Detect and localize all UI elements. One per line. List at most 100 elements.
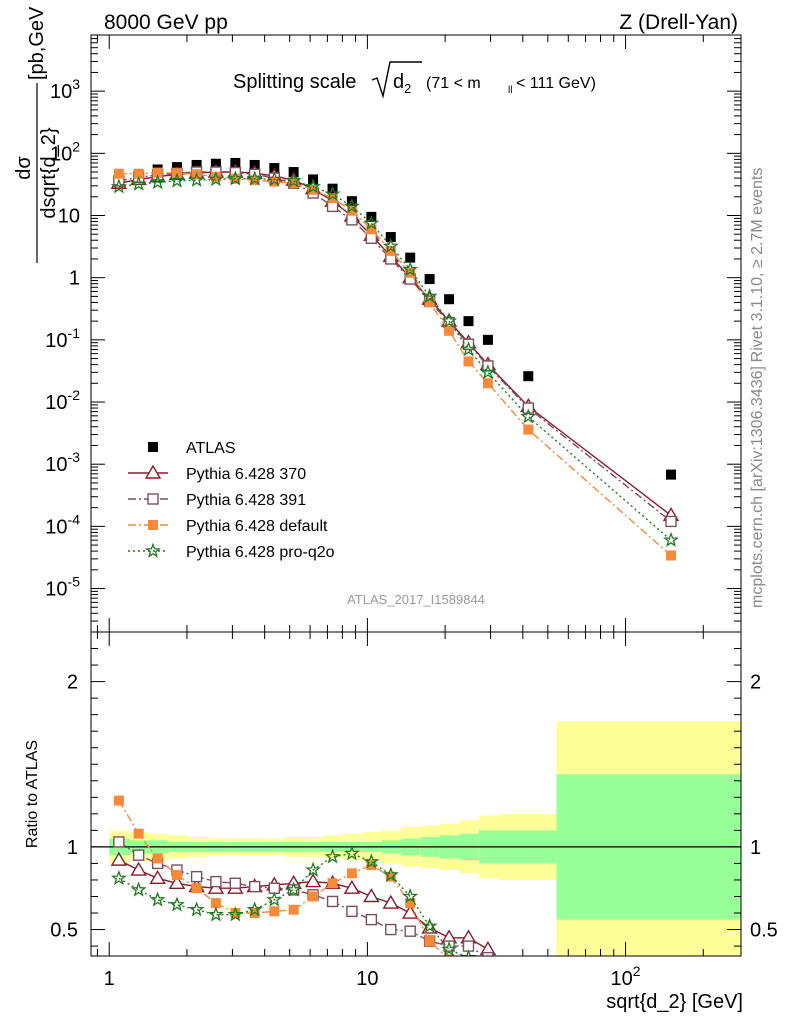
- data-point: [402, 261, 419, 277]
- ratio-y-axis-label: Ratio to ATLAS: [24, 740, 41, 848]
- ratio-data-point: [110, 869, 127, 886]
- ratio-data-point: [460, 949, 477, 956]
- data-point: [366, 224, 377, 235]
- rivet-version-label: Rivet 3.1.10, ≥ 2.7M events: [749, 168, 766, 363]
- series-line: [118, 171, 672, 516]
- data-point: [424, 297, 435, 308]
- x-tick-label: 10: [356, 968, 378, 990]
- y-tick-label: 10-2: [45, 387, 80, 414]
- data-point: [482, 334, 493, 345]
- data-point: [343, 198, 360, 214]
- title-range-sub: ll: [508, 85, 512, 96]
- legend-marker: [144, 464, 162, 479]
- ratio-data-point: [487, 955, 488, 956]
- series-line: [118, 171, 672, 557]
- legend-label: ATLAS: [186, 440, 236, 457]
- ratio-data-point: [363, 853, 380, 869]
- ratio-y-tick-label: 0.5: [50, 920, 78, 942]
- data-point: [385, 245, 396, 256]
- x-tick-label: 102: [611, 963, 641, 990]
- ratio-data-point: [149, 869, 166, 885]
- data-point: [482, 378, 493, 389]
- ratio-data-point: [444, 954, 455, 956]
- ratio-data-point: [343, 879, 361, 894]
- ratio-data-point: [482, 951, 494, 956]
- data-point: [441, 312, 458, 328]
- data-point: [463, 356, 474, 367]
- legend-marker: [148, 520, 158, 530]
- legend-label: Pythia 6.428 default: [186, 518, 328, 535]
- ratio-data-point: [288, 904, 299, 915]
- y-tick-label: 10-5: [45, 574, 80, 601]
- ratio-data-point: [227, 906, 244, 922]
- ratio-data-point: [382, 866, 399, 882]
- y-tick-label: 103: [50, 76, 80, 103]
- ratio-data-point: [285, 881, 302, 897]
- analysis-id: ATLAS_2017_I1589844: [347, 592, 485, 607]
- data-point: [479, 364, 496, 380]
- ratio-data-point: [405, 898, 416, 909]
- sqrt-symbol: [371, 61, 422, 99]
- data-point: [444, 325, 455, 336]
- ratio-data-point: [443, 940, 455, 952]
- ratio-data-point: [149, 891, 166, 907]
- ratio-data-point: [305, 861, 321, 877]
- main-panel-series: [110, 157, 680, 561]
- y-tick-label: 10-3: [45, 449, 80, 476]
- y-tick-label: 102: [50, 138, 80, 165]
- process-label: Z (Drell-Yan): [619, 11, 738, 34]
- data-point: [463, 316, 474, 327]
- ratio-data-point: [152, 853, 163, 864]
- data-point: [665, 515, 677, 528]
- data-point: [110, 178, 127, 194]
- ratio-data-point: [365, 913, 378, 926]
- y-tick-label: 10: [58, 205, 80, 227]
- data-point: [152, 167, 163, 178]
- data-point: [210, 171, 221, 182]
- ratio-data-point: [169, 896, 186, 912]
- ratio-data-point: [483, 974, 493, 984]
- ratio-data-point: [210, 875, 222, 888]
- data-point: [520, 408, 537, 424]
- data-point: [382, 237, 399, 253]
- y-tick-label: 10-4: [45, 511, 80, 538]
- y-label-unit: [pb,GeV: [26, 6, 48, 80]
- data-point: [385, 232, 396, 243]
- ratio-series-line: [118, 852, 467, 956]
- ratio-data-point: [385, 923, 397, 936]
- data-point: [424, 274, 435, 285]
- ratio-data-point: [113, 836, 125, 848]
- y-tick-label: 10-1: [45, 325, 80, 352]
- main-panel-frame: [90, 34, 742, 633]
- ratio-data-point: [324, 848, 341, 864]
- data-point: [227, 170, 244, 186]
- ratio-y-tick-label: 2: [67, 672, 78, 694]
- ratio-data-point: [421, 917, 438, 934]
- ratio-data-point: [363, 888, 380, 903]
- ratio-data-point: [248, 880, 261, 893]
- ratio-panel-frame: [90, 631, 742, 957]
- data-point: [405, 252, 416, 263]
- legend-label: Pythia 6.428 391: [186, 492, 306, 509]
- ratio-data-point: [113, 795, 124, 806]
- data-point: [666, 469, 677, 480]
- legend-marker: [147, 493, 159, 505]
- ratio-y-tick-label: 1: [67, 837, 78, 859]
- ratio-data-point: [404, 925, 416, 937]
- ratio-data-point: [327, 878, 338, 889]
- series-line: [118, 171, 672, 522]
- ratio-data-point: [132, 849, 145, 861]
- ratio-data-point: [463, 968, 473, 978]
- ratio-data-point: [133, 828, 144, 839]
- legend-label: Pythia 6.428 370: [186, 466, 306, 483]
- data-point: [363, 214, 380, 231]
- ratio-data-point: [130, 861, 147, 876]
- ratio-data-point: [308, 891, 319, 902]
- data-point: [113, 168, 124, 179]
- ratio-data-point: [171, 870, 182, 880]
- legend-marker: [148, 442, 158, 452]
- title-range: (71 < m: [426, 75, 481, 92]
- ratio-data-point: [346, 868, 357, 879]
- ratio-data-point: [110, 851, 128, 866]
